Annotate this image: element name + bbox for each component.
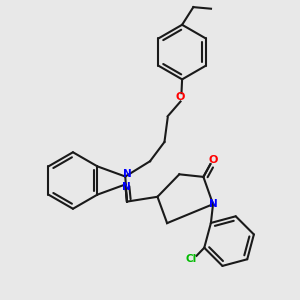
Text: O: O: [208, 155, 218, 165]
Text: Cl: Cl: [185, 254, 196, 264]
Text: N: N: [208, 199, 217, 209]
Text: N: N: [122, 182, 131, 192]
Text: O: O: [176, 92, 185, 102]
Text: N: N: [122, 169, 131, 179]
